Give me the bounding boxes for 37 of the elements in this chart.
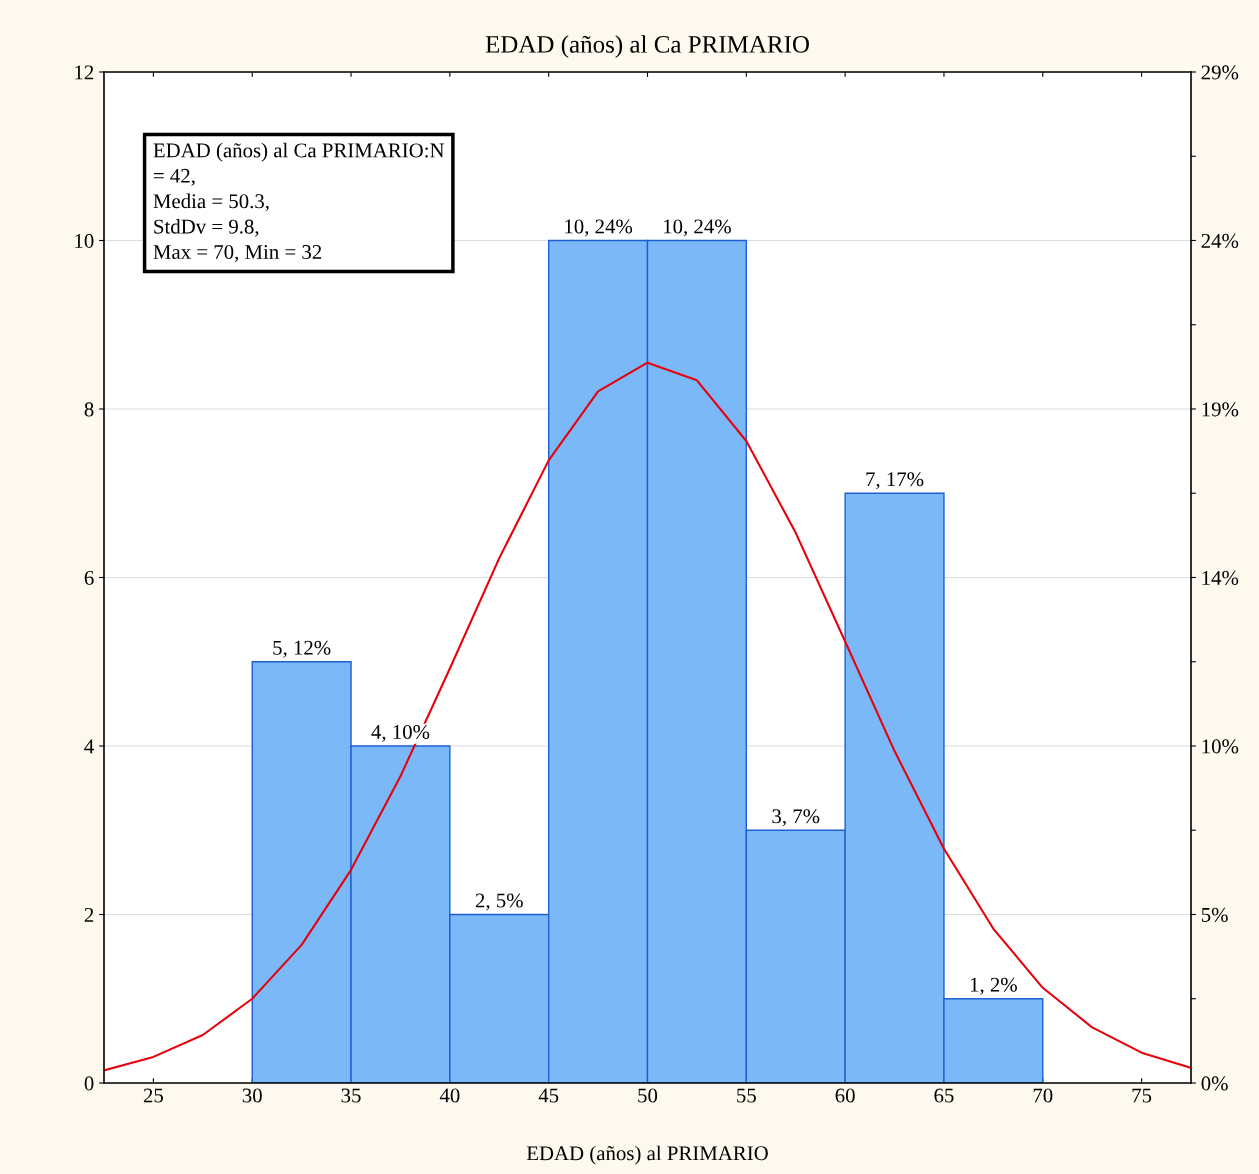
- x-tick-label: 50: [638, 1088, 658, 1103]
- y-tick-label: 0: [84, 1076, 94, 1091]
- y2-tick-label: 0%: [1201, 1076, 1228, 1091]
- y-tick-label: 6: [84, 570, 94, 585]
- data-label: 4, 10%: [371, 724, 430, 742]
- y-tick-label: 2: [84, 907, 94, 922]
- y2-tick-label: 14%: [1202, 570, 1239, 585]
- x-tick-label: 65: [934, 1088, 954, 1103]
- x-tick-label: 35: [341, 1088, 361, 1103]
- data-label: 10, 24%: [664, 219, 731, 237]
- y2-tick-label: 5%: [1201, 907, 1228, 922]
- y2-tick-label: 10%: [1202, 739, 1239, 754]
- y2-tick-label: 24%: [1201, 233, 1239, 248]
- y2-tick-label: 19%: [1202, 402, 1239, 417]
- data-label: 3, 7%: [772, 809, 820, 827]
- x-tick-label: 30: [242, 1088, 262, 1103]
- x-tick-label: 70: [1033, 1088, 1053, 1103]
- data-label: 1, 2%: [970, 977, 1017, 995]
- x-tick-label: 75: [1132, 1088, 1152, 1103]
- y-tick-label: 12: [75, 65, 94, 80]
- y-tick-label: 8: [84, 402, 94, 417]
- data-label: 7, 17%: [866, 472, 924, 490]
- data-label: 10, 24%: [565, 219, 633, 237]
- y2-tick-label: 29%: [1201, 65, 1239, 80]
- line-series: [104, 361, 1191, 1072]
- data-label: 5, 12%: [273, 640, 331, 658]
- y-tick-label: 10: [75, 233, 94, 248]
- x-axis-title: EDAD (años) al PRIMARIO: [526, 1145, 768, 1165]
- chart-title: EDAD (años) al Ca PRIMARIO: [485, 35, 809, 58]
- x-tick-label: 60: [835, 1088, 855, 1103]
- annotation: EDAD (años) al Ca PRIMARIO:N = 42, Media = 50.3, StdDv = 9.8, Max = 70, Min = 32: [153, 142, 445, 263]
- y-tick-label: 4: [84, 739, 94, 754]
- x-tick-label: 45: [538, 1088, 559, 1103]
- x-tick-label: 55: [737, 1088, 756, 1103]
- x-tick-label: 25: [143, 1088, 164, 1103]
- data-label: 2, 5%: [475, 893, 523, 911]
- x-tick-label: 40: [439, 1088, 460, 1103]
